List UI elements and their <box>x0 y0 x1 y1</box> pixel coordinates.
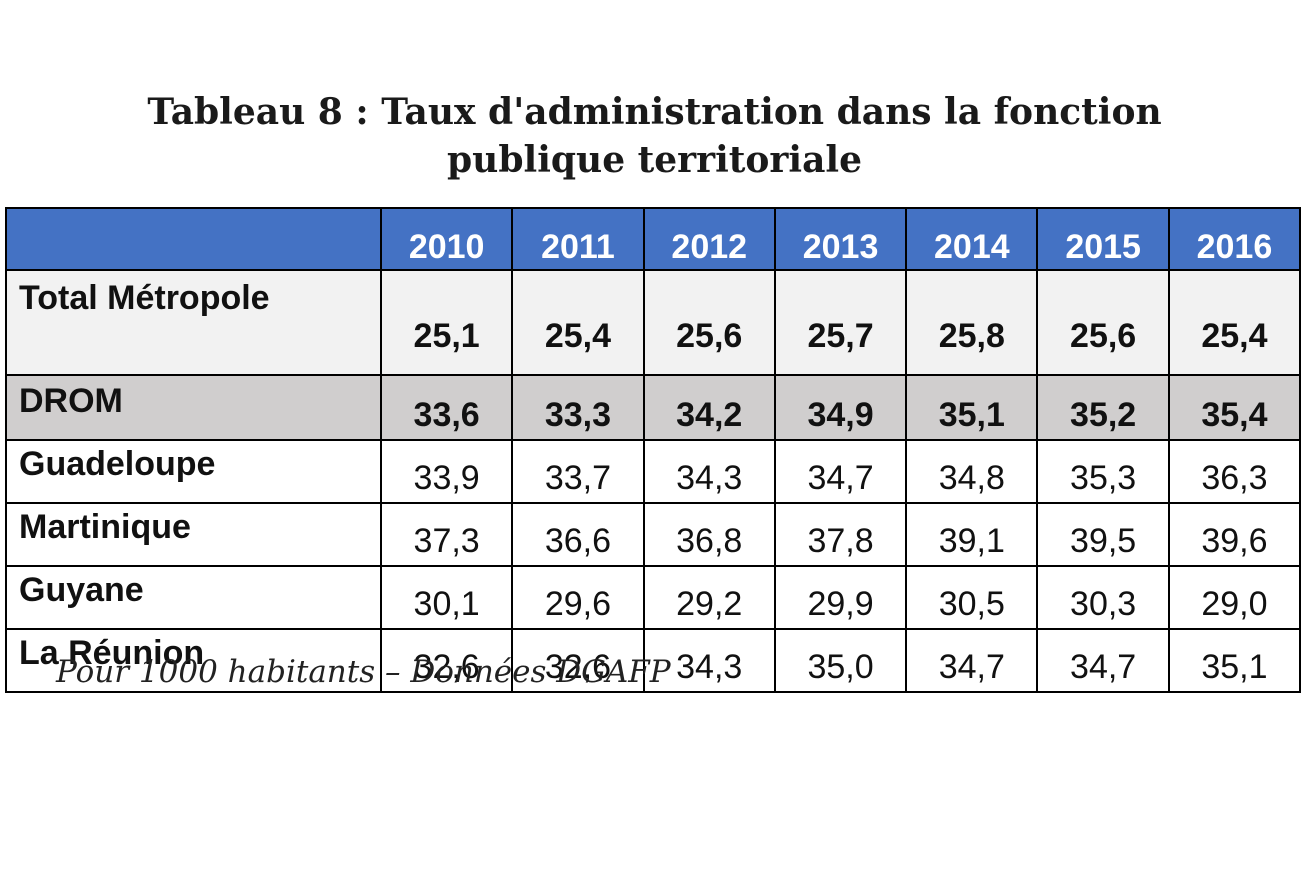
row-label: Guadeloupe <box>5 439 382 504</box>
column-header: 2011 <box>511 207 645 271</box>
table-row-total-metropole: Total Métropole 25,1 25,4 25,6 25,7 25,8… <box>5 269 1302 376</box>
data-cell: 29,9 <box>773 565 908 630</box>
data-cell: 29,6 <box>511 565 645 630</box>
data-cell: 30,5 <box>905 565 1039 630</box>
table-title-line-1: Tableau 8 : Taux d'administration dans l… <box>147 91 1162 133</box>
data-cell: 33,3 <box>511 374 645 441</box>
table-title: Tableau 8 : Taux d'administration dans l… <box>0 88 1309 184</box>
data-cell: 39,6 <box>1167 502 1302 567</box>
table-row-drom: DROM 33,6 33,3 34,2 34,9 35,1 35,2 35,4 <box>5 374 1302 441</box>
column-header: 2014 <box>905 207 1039 271</box>
data-cell: 36,8 <box>642 502 776 567</box>
table-row-guyane: Guyane 30,1 29,6 29,2 29,9 30,5 30,3 29,… <box>5 565 1302 630</box>
data-cell: 34,7 <box>1036 628 1170 693</box>
column-header: 2010 <box>379 207 514 271</box>
data-cell: 25,6 <box>1036 269 1170 376</box>
data-cell: 29,0 <box>1167 565 1302 630</box>
data-cell: 34,7 <box>905 628 1039 693</box>
table-row-guadeloupe: Guadeloupe 33,9 33,7 34,3 34,7 34,8 35,3… <box>5 439 1302 504</box>
data-cell: 35,2 <box>1036 374 1170 441</box>
data-cell: 34,9 <box>773 374 908 441</box>
data-table: 2010 2011 2012 2013 2014 2015 2016 Total… <box>5 207 1302 693</box>
data-cell: 30,1 <box>379 565 514 630</box>
data-cell: 34,3 <box>642 628 776 693</box>
column-header: 2016 <box>1167 207 1302 271</box>
row-label: Total Métropole <box>5 269 382 376</box>
header-corner-cell <box>5 207 382 271</box>
row-label: Martinique <box>5 502 382 567</box>
table-row-la-reunion: La Réunion 32,6 32,6 34,3 35,0 34,7 34,7… <box>5 628 1302 693</box>
data-cell: 25,6 <box>642 269 776 376</box>
data-cell: 36,6 <box>511 502 645 567</box>
data-cell: 33,6 <box>379 374 514 441</box>
column-header: 2015 <box>1036 207 1170 271</box>
data-cell: 25,7 <box>773 269 908 376</box>
data-cell: 34,7 <box>773 439 908 504</box>
data-cell: 39,1 <box>905 502 1039 567</box>
data-cell: 33,7 <box>511 439 645 504</box>
data-cell: 33,9 <box>379 439 514 504</box>
data-cell: 37,3 <box>379 502 514 567</box>
data-cell: 29,2 <box>642 565 776 630</box>
data-cell: 39,5 <box>1036 502 1170 567</box>
data-cell: 25,4 <box>511 269 645 376</box>
data-cell: 35,0 <box>773 628 908 693</box>
data-cell: 25,1 <box>379 269 514 376</box>
header-row: 2010 2011 2012 2013 2014 2015 2016 <box>5 207 1302 271</box>
data-cell: 35,1 <box>905 374 1039 441</box>
data-cell: 25,4 <box>1167 269 1302 376</box>
table-row-martinique: Martinique 37,3 36,6 36,8 37,8 39,1 39,5… <box>5 502 1302 567</box>
column-header: 2012 <box>642 207 776 271</box>
data-cell: 37,8 <box>773 502 908 567</box>
row-label: Guyane <box>5 565 382 630</box>
table-footnote: Pour 1000 habitants – Données DGAFP <box>56 654 671 690</box>
data-cell: 32,6 <box>511 628 645 693</box>
data-cell: 25,8 <box>905 269 1039 376</box>
data-cell: 34,2 <box>642 374 776 441</box>
data-cell: 35,4 <box>1167 374 1302 441</box>
data-cell: 36,3 <box>1167 439 1302 504</box>
row-label: La Réunion <box>5 628 382 693</box>
data-cell: 34,3 <box>642 439 776 504</box>
data-cell: 35,1 <box>1167 628 1302 693</box>
data-cell: 30,3 <box>1036 565 1170 630</box>
data-cell: 32,6 <box>379 628 514 693</box>
data-cell: 35,3 <box>1036 439 1170 504</box>
data-cell: 34,8 <box>905 439 1039 504</box>
row-label: DROM <box>5 374 382 441</box>
column-header: 2013 <box>773 207 908 271</box>
table-title-line-2: publique territoriale <box>447 139 862 181</box>
